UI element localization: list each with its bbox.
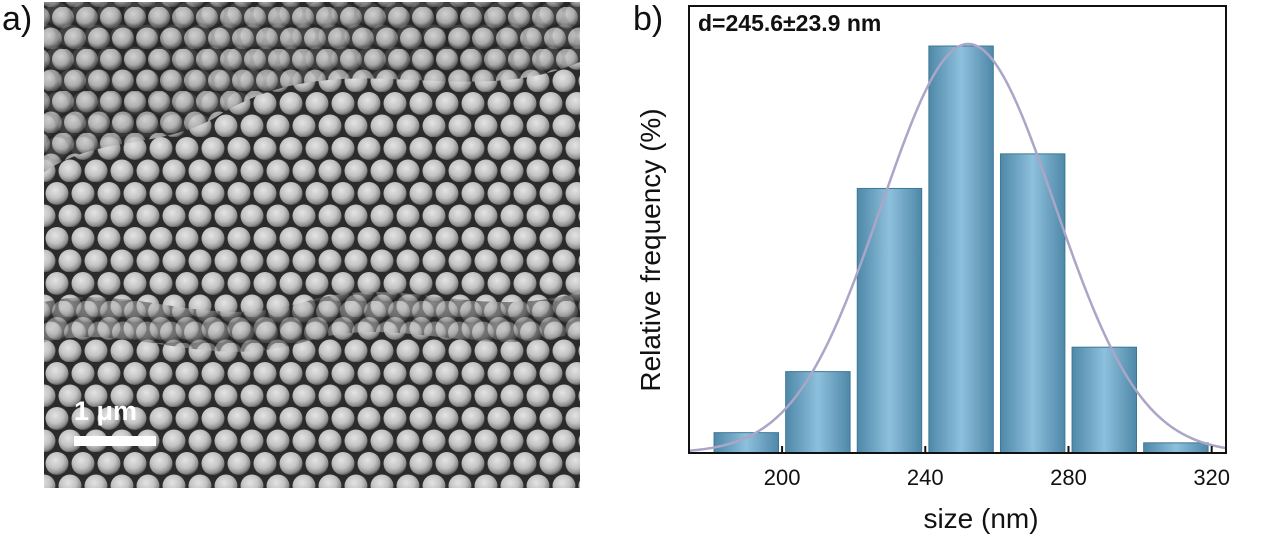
bar-250 [928,45,994,453]
gaussian-fit-curve [689,42,1226,452]
panel-b-label: b) [633,0,664,38]
bar-210 [785,371,851,453]
scale-bar-label: 1 μm [74,396,137,426]
size-distribution-chart: 200 240 280 320 d=245.6±23.9 nm size (nm) R… [635,5,1230,534]
x-axis-title: size (nm) [923,503,1038,534]
panel-a-label: a) [2,0,33,38]
sem-micrograph: 1 μm [44,2,580,488]
mean-diameter-annotation: d=245.6±23.9 nm [698,10,881,36]
plot-frame [688,5,1227,454]
x-tick-label-240: 240 [907,465,944,490]
y-axis-title: Relative frequency (%) [635,108,666,391]
bar-190 [713,432,779,453]
bar-290 [1071,346,1137,453]
bar-270 [999,153,1066,453]
x-tick-label-320: 320 [1193,465,1230,490]
scale-bar-line [74,436,156,446]
x-axis-ticks: 200 240 280 320 [764,446,1230,490]
bar-230 [856,187,923,453]
sem-micrograph-icon: 1 μm [44,2,580,488]
bars-group [713,45,1209,453]
scale-bar: 1 μm [74,396,156,446]
x-tick-label-200: 200 [764,465,801,490]
bar-310 [1143,442,1209,453]
x-tick-label-280: 280 [1050,465,1087,490]
